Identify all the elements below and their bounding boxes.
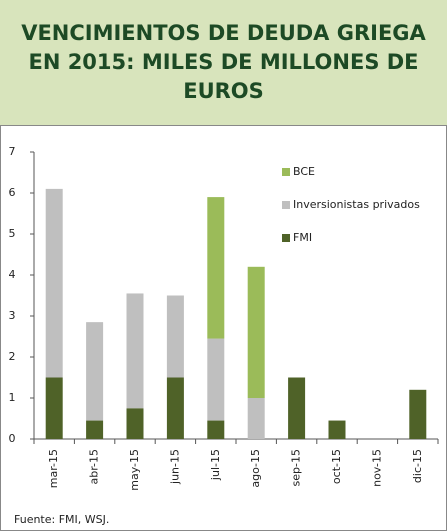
y-tick-label: 5 [9,227,16,240]
y-tick-label: 1 [9,391,16,404]
y-tick-label: 2 [9,350,16,363]
bar-segment [126,293,144,409]
x-tick-label: jun-15 [168,449,181,485]
y-tick-label: 7 [9,145,16,158]
source: Fuente: FMI, WSJ. [14,513,109,526]
legend-label: FMI [293,231,312,244]
x-tick-label: mar-15 [47,449,60,488]
bar-segment [86,322,104,421]
x-tick-label: sep-15 [290,449,303,486]
bar-segment [409,389,427,439]
bar-segment [247,398,265,439]
x-tick-label: oct-15 [330,449,343,484]
bar-segment [328,420,346,439]
header: VENCIMIENTOS DE DEUDA GRIEGA EN 2015: MI… [0,0,447,125]
legend-swatch [282,201,290,209]
x-tick-label: jul-15 [209,449,222,481]
bar-segment [166,295,184,378]
y-tick-label: 0 [9,432,16,445]
bar-segment [207,197,225,339]
legend-swatch [282,168,290,176]
legend-label: BCE [293,165,315,178]
bar-segment [207,420,225,439]
y-tick-label: 6 [9,186,16,199]
bar-segment [45,377,63,439]
x-tick-label: may-15 [128,449,141,491]
bar-segment [166,377,184,439]
bar-segment [86,420,104,439]
y-tick-label: 4 [9,268,16,281]
bar-segment [126,408,144,439]
bar-segment [288,377,306,439]
bar-segment [247,266,265,398]
legend-label: Inversionistas privados [293,198,420,211]
legend-swatch [282,234,290,242]
x-tick-label: abr-15 [88,449,101,485]
y-tick-label: 3 [9,309,16,322]
bar-segment [45,188,63,378]
x-tick-label: ago-15 [249,449,262,488]
x-tick-label: nov-15 [370,449,383,487]
chart-title: VENCIMIENTOS DE DEUDA GRIEGA EN 2015: MI… [21,21,426,103]
x-tick-label: dic-15 [411,449,424,483]
bar-segment [207,338,225,421]
